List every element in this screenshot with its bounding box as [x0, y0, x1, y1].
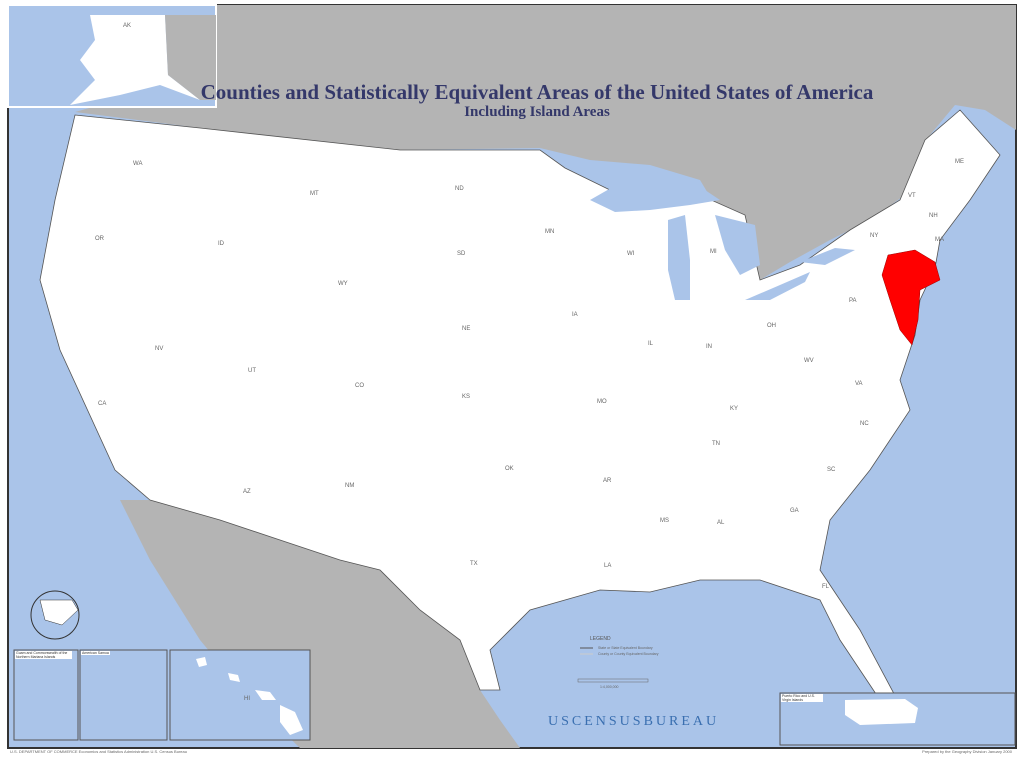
- state-label-mt: MT: [310, 191, 319, 197]
- state-label-nh: NH: [929, 213, 938, 219]
- state-labels: AK WA OR CA NV ID MT WY UT AZ CO NM ND SD NE KS OK TX MN IA…: [95, 23, 964, 702]
- canada-inset: [165, 15, 216, 100]
- state-label-ca: CA: [98, 401, 106, 407]
- state-label-ok: OK: [505, 466, 514, 472]
- globe-us-icon: [39, 599, 79, 626]
- state-label-az: AZ: [243, 489, 251, 495]
- alaska: [70, 15, 200, 105]
- state-label-nm: NM: [345, 483, 354, 489]
- state-label-nd: ND: [455, 186, 464, 192]
- hawaii-big-island: [280, 705, 303, 735]
- state-label-oh: OH: [767, 323, 776, 329]
- state-label-ma: MA: [935, 237, 944, 243]
- state-label-sc: SC: [827, 467, 836, 473]
- state-label-pa: PA: [849, 298, 857, 304]
- samoa-inset-label: American Samoa: [81, 651, 110, 655]
- state-label-va: VA: [855, 381, 863, 387]
- map-subtitle: Including Island Areas: [464, 104, 610, 120]
- hawaii-maui: [255, 690, 276, 700]
- state-label-co: CO: [355, 383, 364, 389]
- guam-inset-label: Guam and Commonwealth of the Northern Ma…: [15, 651, 72, 659]
- highlighted-counties: [881, 249, 941, 346]
- state-label-mn: MN: [545, 229, 554, 235]
- lake-michigan: [668, 215, 690, 300]
- state-label-ga: GA: [790, 508, 799, 514]
- puerto-rico: [845, 699, 918, 725]
- state-label-il: IL: [648, 341, 654, 347]
- state-label-hi: HI: [244, 696, 250, 702]
- state-label-ne: NE: [462, 326, 470, 332]
- state-label-in: IN: [706, 344, 712, 350]
- state-label-ny: NY: [870, 233, 878, 239]
- canada: [75, 5, 1016, 280]
- legend-title: LEGEND: [590, 636, 611, 642]
- census-bureau-logo: USCENSUSBUREAU: [548, 714, 720, 729]
- lake-superior: [590, 172, 720, 212]
- state-label-nv: NV: [155, 346, 163, 352]
- state-label-ia: IA: [572, 312, 578, 318]
- lake-erie: [745, 272, 810, 300]
- samoa-inset: [79, 649, 168, 741]
- state-label-tn: TN: [712, 441, 720, 447]
- scale-label: 1:4,000,000: [600, 685, 619, 689]
- state-label-or: OR: [95, 236, 105, 242]
- state-label-ms: MS: [660, 518, 669, 524]
- state-label-nc: NC: [860, 421, 869, 427]
- map-title: Counties and Statistically Equivalent Ar…: [200, 80, 874, 104]
- state-label-ut: UT: [248, 368, 256, 374]
- state-label-mi: MI: [710, 249, 717, 255]
- state-label-wi: WI: [627, 251, 635, 257]
- state-label-al: AL: [717, 520, 725, 526]
- mexico: [120, 500, 520, 748]
- legend-item-county: County or County Equivalent Boundary: [598, 652, 659, 656]
- state-label-ak: AK: [123, 23, 131, 29]
- pr-inset-label: Puerto Rico and U.S. Virgin Islands: [781, 694, 823, 702]
- state-label-wy: WY: [338, 281, 348, 287]
- state-label-ky: KY: [730, 406, 738, 412]
- legend-item-state: State or State Equivalent Boundary: [598, 646, 653, 650]
- scale-bar: [577, 678, 649, 683]
- state-label-tx: TX: [470, 561, 478, 567]
- state-label-wv: WV: [804, 358, 814, 364]
- guam-inset: [13, 649, 79, 741]
- footer-left: U.S. DEPARTMENT OF COMMERCE Economics an…: [10, 749, 187, 754]
- state-label-mo: MO: [597, 399, 607, 405]
- state-label-me: ME: [955, 159, 964, 165]
- state-label-fl: FL: [822, 584, 830, 590]
- lake-ontario: [800, 248, 855, 265]
- state-label-la: LA: [604, 563, 611, 569]
- state-label-ar: AR: [603, 478, 612, 484]
- state-label-vt: VT: [908, 193, 916, 199]
- hawaii-oahu: [228, 673, 240, 682]
- lake-huron: [715, 215, 760, 275]
- state-label-wa: WA: [133, 161, 142, 167]
- hawaii-kauai: [196, 657, 207, 667]
- state-label-sd: SD: [457, 251, 466, 257]
- footer-right: Prepared by the Geography Division Janua…: [922, 749, 1012, 754]
- state-label-ks: KS: [462, 394, 470, 400]
- state-label-id: ID: [218, 241, 225, 247]
